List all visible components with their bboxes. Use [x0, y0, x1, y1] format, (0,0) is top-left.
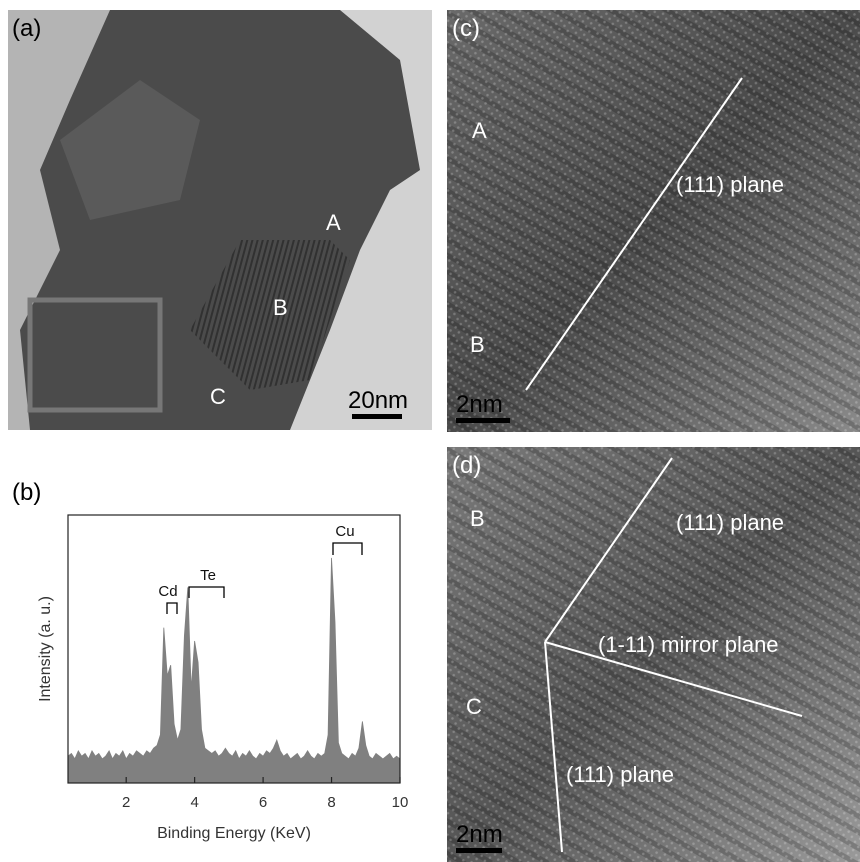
annotation: B	[470, 332, 485, 357]
panel-a: (a) A B C 20nm	[8, 10, 432, 430]
bracket	[167, 603, 177, 614]
x-tick-label: 2	[122, 794, 130, 811]
lattice	[447, 10, 860, 432]
peak-label: Te	[200, 567, 216, 584]
plot-frame	[68, 515, 400, 783]
y-axis-label: Intensity (a. u.)	[37, 596, 54, 702]
x-tick-label: 10	[392, 794, 409, 811]
figure: (a) A B C 20nm (c) A B (111) plane 2nm (…	[0, 0, 860, 862]
scale-bar	[456, 848, 502, 853]
x-tick-label: 4	[190, 794, 198, 811]
page: (a) A B C 20nm (c) A B (111) plane 2nm (…	[0, 0, 860, 862]
panel-label: (a)	[12, 15, 41, 42]
panel-d: (d) B (111) plane (1-11) mirror plane C …	[447, 447, 860, 862]
bracket	[333, 543, 362, 555]
panel-label: (b)	[12, 479, 41, 506]
bracket	[189, 587, 224, 598]
annotation: (111) plane	[676, 172, 784, 197]
annotation: A	[326, 210, 341, 235]
spectrum-area	[68, 558, 400, 783]
peak-label: Cu	[335, 523, 354, 540]
panel-b: (b) Binding Energy (KeV) Intensity (a. u…	[12, 479, 408, 842]
annotation: C	[466, 694, 482, 719]
annotation: (111) plane	[566, 762, 674, 787]
x-tick-label: 6	[259, 794, 267, 811]
scale-bar-label: 2nm	[456, 821, 503, 848]
annotation: A	[472, 118, 487, 143]
annotation: B	[273, 295, 288, 320]
annotation: (111) plane	[676, 510, 784, 535]
scale-bar	[456, 418, 510, 423]
annotation: B	[470, 506, 485, 531]
annotation: C	[210, 384, 226, 409]
x-axis-label: Binding Energy (KeV)	[157, 825, 311, 842]
x-tick-label: 8	[327, 794, 335, 811]
scale-bar-label: 2nm	[456, 391, 503, 418]
scale-bar-label: 20nm	[348, 387, 408, 414]
scale-bar	[352, 414, 402, 419]
panel-label: (c)	[452, 15, 480, 42]
annotation: (1-11) mirror plane	[598, 632, 779, 657]
panel-label: (d)	[452, 452, 481, 479]
peak-label: Cd	[158, 583, 177, 600]
panel-c: (c) A B (111) plane 2nm	[447, 10, 860, 432]
